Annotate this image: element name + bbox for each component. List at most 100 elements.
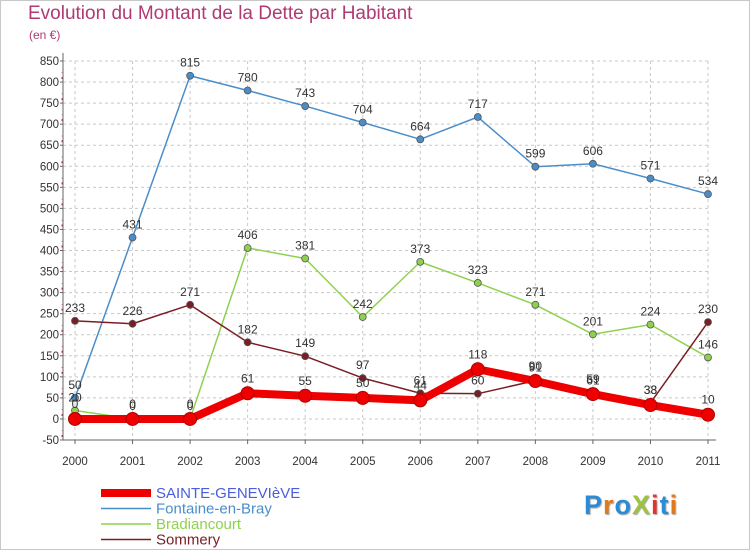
data-label-sainte-genevi-ve: 0 [129, 397, 136, 411]
data-point-fontaine-en-bray [301, 102, 310, 110]
data-label-fontaine-en-bray: 780 [238, 70, 258, 84]
data-label-bradiancourt: 323 [468, 263, 488, 277]
data-point-fontaine-en-bray [358, 118, 367, 127]
y-tick-label: 350 [40, 267, 59, 279]
legend-label: Bradiancourt [156, 516, 242, 533]
x-tick-label: 2008 [523, 456, 549, 468]
data-label-sommery: 226 [123, 304, 143, 318]
axes: -500501001502002503003504004505005506006… [40, 53, 721, 468]
data-point-bradiancourt [358, 313, 367, 321]
data-label-sainte-genevi-ve: 44 [414, 378, 428, 392]
y-tick-label: 800 [40, 77, 59, 89]
legend-label: SAINTE-GENEVIèVE [156, 485, 300, 502]
y-tick-label: 450 [40, 224, 59, 236]
data-point-sainte-genevi-ve [585, 387, 600, 402]
x-tick-label: 2005 [350, 456, 376, 468]
data-point-sainte-genevi-ve [413, 393, 428, 408]
data-label-sommery: 91 [529, 361, 543, 375]
data-label-sainte-genevi-ve: 55 [299, 374, 313, 388]
data-point-fontaine-en-bray [128, 233, 137, 242]
x-tick-label: 2004 [292, 456, 318, 468]
data-point-sommery [186, 300, 194, 309]
data-point-bradiancourt [243, 244, 252, 252]
data-label-sainte-genevi-ve: 10 [701, 393, 715, 407]
data-point-sainte-genevi-ve [528, 374, 543, 389]
y-tick-label: 700 [40, 119, 59, 131]
y-tick-label: 600 [40, 161, 59, 173]
y-tick-label: -50 [42, 435, 59, 447]
proxiti-logo: ProXiti [584, 490, 679, 520]
y-tick-label: 150 [40, 351, 59, 363]
series-line-fontaine-en-bray [74, 74, 709, 399]
series-line-bradiancourt [74, 247, 709, 420]
data-label-bradiancourt: 201 [583, 314, 603, 328]
x-tick-label: 2009 [580, 456, 606, 468]
data-point-fontaine-en-bray [71, 393, 79, 402]
data-point-sainte-genevi-ve [183, 411, 198, 426]
data-label-sommery: 60 [471, 374, 485, 388]
data-point-sommery [71, 316, 79, 325]
legend-label: Sommery [156, 532, 221, 549]
data-label-bradiancourt: 146 [698, 337, 718, 351]
data-label-sommery: 182 [238, 322, 258, 336]
data-label-fontaine-en-bray: 815 [180, 56, 200, 70]
data-point-sommery [358, 374, 367, 382]
data-label-fontaine-en-bray: 431 [123, 217, 143, 231]
x-tick-label: 2007 [465, 456, 491, 468]
data-label-sommery: 233 [65, 301, 85, 315]
data-point-sainte-genevi-ve [701, 407, 715, 422]
data-label-bradiancourt: 0 [187, 399, 194, 413]
x-tick-label: 2003 [235, 456, 261, 468]
data-point-sainte-genevi-ve [240, 386, 255, 401]
data-label-sainte-genevi-ve: 90 [529, 359, 543, 373]
grid-lines [63, 60, 709, 441]
legend: SAINTE-GENEVIèVEFontaine-en-BrayBradianc… [101, 485, 300, 549]
data-label-fontaine-en-bray: 50 [68, 378, 82, 392]
data-label-fontaine-en-bray: 599 [525, 147, 545, 161]
data-label-sommery: 61 [414, 373, 428, 387]
data-label-fontaine-en-bray: 704 [353, 102, 373, 116]
x-tick-label: 2006 [407, 456, 433, 468]
data-label-fontaine-en-bray: 717 [468, 97, 488, 111]
data-point-fontaine-en-bray [473, 113, 482, 121]
y-tick-label: 850 [40, 56, 59, 68]
x-tick-label: 2011 [696, 456, 721, 468]
data-label-sommery: 38 [644, 383, 658, 397]
data-label-sommery: 271 [180, 285, 200, 299]
data-point-sainte-genevi-ve [643, 398, 658, 413]
data-label-bradiancourt: 224 [640, 305, 660, 319]
data-label-bradiancourt: 406 [238, 228, 258, 242]
data-point-bradiancourt [416, 257, 425, 266]
data-point-fontaine-en-bray [243, 86, 252, 95]
data-point-sommery [704, 318, 712, 326]
data-label-sainte-genevi-ve: 50 [356, 376, 370, 390]
y-tick-label: 500 [40, 203, 59, 215]
data-point-sainte-genevi-ve [68, 411, 82, 426]
data-label-bradiancourt: 381 [295, 239, 315, 253]
data-label-bradiancourt: 242 [353, 297, 373, 311]
data-labels: 0 0 0 61 55 50 44 118 90 59 33 10 50 431 815 780 743 704 6… [65, 56, 718, 413]
data-point-fontaine-en-bray [416, 135, 425, 144]
data-point-sommery [473, 389, 482, 398]
x-tick-label: 2010 [638, 456, 664, 468]
data-label-sainte-genevi-ve: 61 [241, 371, 255, 385]
data-label-sommery: 97 [356, 358, 370, 372]
data-point-fontaine-en-bray [531, 162, 540, 171]
data-point-bradiancourt [646, 320, 655, 329]
y-tick-label: 250 [40, 309, 59, 321]
data-label-sommery: 61 [586, 373, 600, 387]
data-label-sainte-genevi-ve: 0 [72, 397, 79, 411]
series-line-sainte-genevi-ve [71, 365, 712, 423]
y-tick-label: 300 [40, 288, 59, 300]
data-label-bradiancourt: 0 [129, 399, 136, 413]
y-tick-label: 750 [40, 98, 59, 110]
data-label-fontaine-en-bray: 534 [698, 174, 718, 188]
data-point-sainte-genevi-ve [470, 362, 485, 377]
x-tick-label: 2001 [120, 456, 146, 468]
data-label-sommery: 149 [295, 336, 315, 350]
data-point-sommery [128, 319, 137, 328]
legend-label: Fontaine-en-Bray [156, 501, 272, 518]
data-label-fontaine-en-bray: 743 [295, 86, 315, 100]
